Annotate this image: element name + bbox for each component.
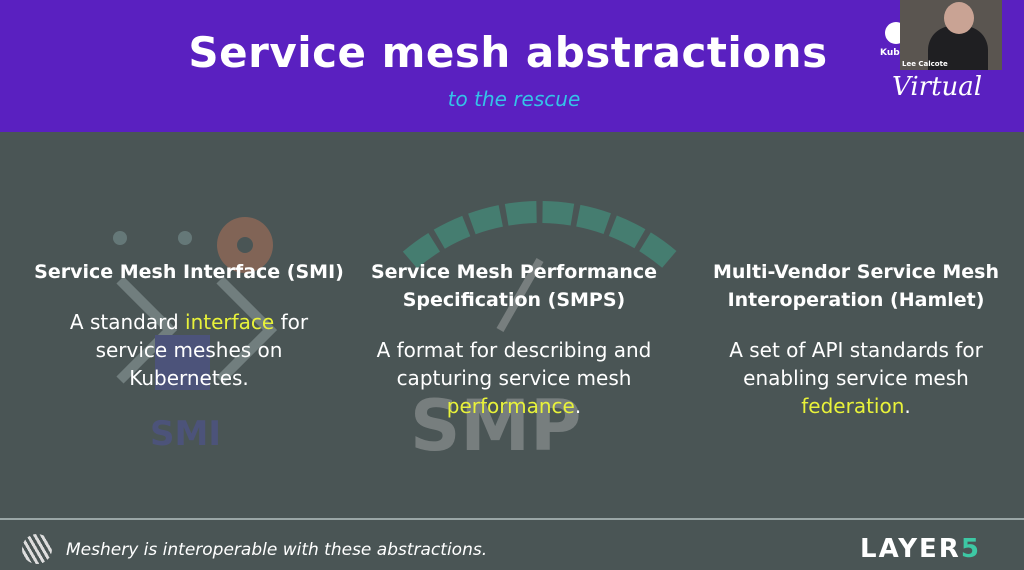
desc-text: for service meshes on Kubernetes.	[95, 310, 309, 390]
svg-text:SMI: SMI	[150, 414, 221, 450]
event-name: Kuber	[880, 48, 911, 58]
logo-main: LAYER	[860, 534, 961, 564]
hamlet-description: A set of API standards for enabling serv…	[701, 336, 1011, 420]
smi-watermark-icon: SMI	[113, 217, 278, 450]
hamlet-column: Multi-Vendor Service Mesh Interoperation…	[701, 258, 1011, 420]
smps-description: A format for describing and capturing se…	[359, 336, 669, 420]
logo-accent: 5	[960, 534, 981, 564]
smps-column: Service Mesh Performance Specification (…	[359, 258, 669, 420]
desc-text: .	[904, 394, 911, 418]
smi-title: Service Mesh Interface (SMI)	[34, 261, 344, 283]
smp-watermark-icon: SMP	[402, 201, 678, 460]
footer-text: Meshery is interoperable with these abst…	[66, 540, 488, 560]
smi-column: Service Mesh Interface (SMI) A standard …	[34, 258, 344, 392]
speaker-name: Lee Calcote	[902, 60, 948, 68]
slide-footer: Meshery is interoperable with these abst…	[0, 518, 1024, 570]
desc-text: A set of API standards for enabling serv…	[729, 338, 983, 390]
desc-highlight: performance	[446, 394, 575, 418]
slide-title: Service mesh abstractions	[188, 28, 828, 77]
virtual-label: Virtual	[892, 72, 983, 102]
slide-subtitle: to the rescue	[447, 87, 581, 111]
smi-description: A standard interface for service meshes …	[34, 308, 344, 392]
layer5-logo: LAYER5	[860, 534, 981, 564]
desc-text: .	[574, 394, 582, 418]
speaker-video: Lee Calcote	[900, 0, 1002, 70]
smps-title: Service Mesh Performance Specification (…	[370, 261, 657, 311]
hamlet-title: Multi-Vendor Service Mesh Interoperation…	[713, 261, 999, 311]
speaker-head	[944, 2, 974, 34]
desc-highlight: federation	[801, 394, 905, 418]
desc-highlight: interface	[185, 310, 275, 334]
slide-header: Service mesh abstractions to the rescue	[0, 0, 1024, 132]
svg-text:SMP: SMP	[410, 385, 581, 460]
desc-text: A standard	[69, 310, 186, 334]
meshery-logo-icon	[22, 534, 52, 564]
desc-text: A format for describing and capturing se…	[376, 338, 652, 390]
